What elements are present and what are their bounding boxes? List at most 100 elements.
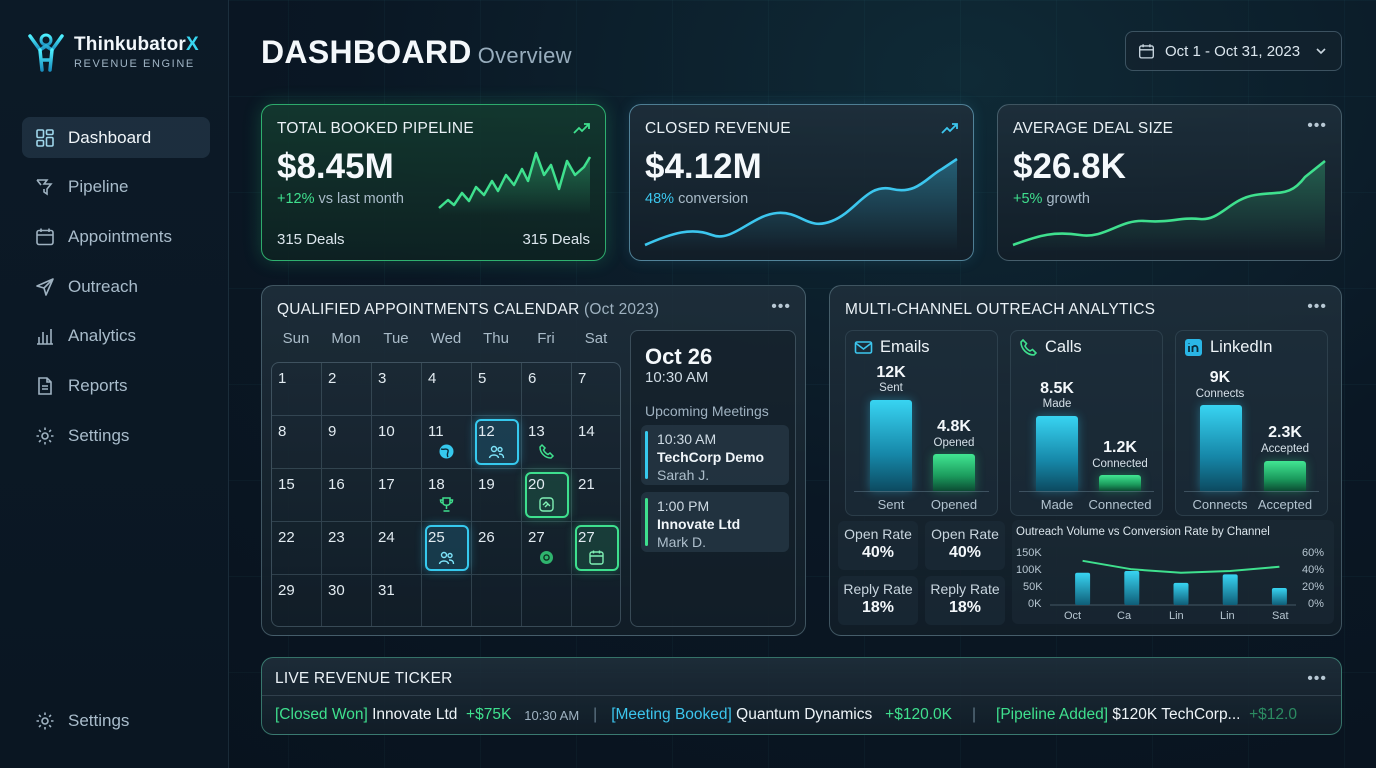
sidebar-item-settings-bottom[interactable]: Settings	[22, 700, 210, 741]
more-menu-icon[interactable]: •••	[1307, 670, 1327, 687]
volume-bar	[1075, 572, 1091, 605]
calendar-day[interactable]: 24	[372, 522, 422, 575]
linkedin-icon	[1185, 339, 1202, 356]
ticker-row: [Closed Won] Innovate Ltd +$75K 10:30 AM…	[275, 706, 1297, 724]
ticker-separator: |	[971, 706, 977, 723]
calendar-day-appointment[interactable]: 27	[572, 522, 620, 575]
day-of-week: Mon	[331, 330, 361, 347]
y2-tick-label: 0%	[1308, 598, 1324, 610]
calendar-day[interactable]: 14	[572, 416, 620, 469]
day-of-week: Wed	[430, 330, 462, 347]
calendar-day[interactable]: 23	[322, 522, 372, 575]
calendar-icon	[1139, 43, 1154, 59]
calendar-day-empty	[422, 575, 472, 626]
sidebar-item-appointments[interactable]: Appointments	[22, 216, 210, 257]
gear-icon	[36, 712, 54, 729]
kpi-card-pipeline[interactable]: TOTAL BOOKED PIPELINE $8.45M +12% vs las…	[261, 104, 606, 261]
kpi-card-deal-size[interactable]: AVERAGE DEAL SIZE ••• $26.8K +5% growth	[997, 104, 1342, 261]
kpi-value: $26.8K	[1013, 147, 1126, 186]
sparkline-pipeline	[438, 151, 592, 215]
calendar-day[interactable]: 3	[372, 363, 422, 416]
send-icon	[36, 277, 54, 296]
sidebar-item-label: Outreach	[68, 276, 138, 296]
rate-tile: Reply Rate 18%	[925, 576, 1005, 625]
page-subtitle: Overview	[477, 43, 572, 68]
sidebar-item-outreach[interactable]: Outreach	[22, 266, 210, 307]
meeting-time: 10:30 AM	[657, 431, 717, 447]
calendar-day[interactable]: 11	[422, 416, 472, 469]
calendar-day[interactable]: 19	[472, 469, 522, 522]
calendar-day[interactable]: 8	[272, 416, 322, 469]
calendar-day-appointment[interactable]: 12	[472, 416, 522, 469]
ticker-item[interactable]: [Pipeline Added] $120K TechCorp... +$12.…	[996, 706, 1297, 723]
calendar-day-empty	[522, 575, 572, 626]
day-of-week: Sat	[584, 330, 608, 347]
brand-subtitle: REVENUE ENGINE	[74, 58, 195, 70]
kpi-card-revenue[interactable]: CLOSED REVENUE $4.12M 48% conversion	[629, 104, 974, 261]
channel-x-label: Made	[1040, 497, 1074, 512]
sidebar-item-dashboard[interactable]: Dashboard	[22, 117, 210, 158]
sidebar-item-label: Pipeline	[68, 177, 129, 197]
date-range-picker[interactable]: Oct 1 - Oct 31, 2023	[1125, 31, 1342, 71]
channel-name: Emails	[854, 338, 930, 357]
people-icon	[438, 551, 455, 565]
channel-card-linkedin[interactable]: LinkedIn 9K Connects 2.3K Accepted Conne…	[1175, 330, 1328, 516]
handshake-icon	[539, 497, 554, 512]
channel-value-2: 2.3K	[1268, 424, 1302, 441]
meeting-item[interactable]: 10:30 AM TechCorp Demo Sarah J.	[641, 425, 789, 485]
channel-card-calls[interactable]: Calls 8.5K Made 1.2K Connected Made Conn…	[1010, 330, 1163, 516]
channel-card-emails[interactable]: Emails 12K Sent 4.8K Opened Sent Opened	[845, 330, 998, 516]
volume-bar	[1173, 582, 1189, 605]
calendar-day-appointment[interactable]: 20	[522, 469, 572, 522]
calendar-day[interactable]: 10	[372, 416, 422, 469]
channel-name: LinkedIn	[1184, 338, 1272, 357]
ticker-item[interactable]: [Closed Won] Innovate Ltd +$75K 10:30 AM	[275, 706, 580, 723]
rate-tile: Reply Rate 18%	[838, 576, 918, 625]
more-menu-icon[interactable]: •••	[1307, 117, 1327, 134]
channel-name: Calls	[1019, 338, 1082, 357]
calendar-day[interactable]: 18	[422, 469, 472, 522]
sidebar-item-analytics[interactable]: Analytics	[22, 316, 210, 357]
ticker-item[interactable]: [Meeting Booked] Quantum Dynamics +$120.…	[611, 706, 952, 723]
calendar-day[interactable]: 22	[272, 522, 322, 575]
sidebar-item-reports[interactable]: Reports	[22, 365, 210, 406]
calendar-day[interactable]: 9	[322, 416, 372, 469]
calendar-day[interactable]: 17	[372, 469, 422, 522]
meeting-item[interactable]: 1:00 PM Innovate Ltd Mark D.	[641, 492, 789, 552]
channel-bar-2	[933, 454, 975, 491]
calendar-day[interactable]: 21	[572, 469, 620, 522]
bar-chart-icon	[37, 329, 53, 346]
calendar-day[interactable]: 2	[322, 363, 372, 416]
calendar-day[interactable]: 6	[522, 363, 572, 416]
calendar-day[interactable]: 31	[372, 575, 422, 626]
calendar-day[interactable]: 1	[272, 363, 322, 416]
more-menu-icon[interactable]: •••	[1307, 298, 1327, 315]
calendar-day[interactable]: 13	[522, 416, 572, 469]
calendar-day[interactable]: 4	[422, 363, 472, 416]
volume-bar	[1124, 571, 1140, 605]
kpi-delta: +5% growth	[1013, 191, 1090, 207]
calendar-day[interactable]: 5	[472, 363, 522, 416]
calendar-day[interactable]: 16	[322, 469, 372, 522]
brand[interactable]: ThinkubatorX REVENUE ENGINE	[26, 30, 199, 74]
calendar-day[interactable]: 15	[272, 469, 322, 522]
more-menu-icon[interactable]: •••	[771, 298, 791, 315]
y2-tick-label: 40%	[1302, 564, 1325, 576]
meeting-name: Innovate Ltd	[657, 516, 741, 532]
calendar-day[interactable]: 26	[472, 522, 522, 575]
day-of-week: Tue	[383, 330, 409, 347]
calendar-day[interactable]: 30	[322, 575, 372, 626]
calendar-day-empty	[472, 575, 522, 626]
calendar-day[interactable]: 7	[572, 363, 620, 416]
trend-up-icon	[941, 123, 958, 134]
selected-date: Oct 26	[645, 344, 713, 369]
calendar-table: 1 2 3 4 5 6 7 8 9 10 11 12 13 14 15 16 1…	[271, 362, 621, 627]
sidebar-item-settings[interactable]: Settings	[22, 415, 210, 456]
calendar-day[interactable]: 27	[522, 522, 572, 575]
dashboard-icon	[36, 128, 54, 147]
calendar-day[interactable]: 29	[272, 575, 322, 626]
calendar-day-appointment[interactable]: 25	[422, 522, 472, 575]
kpi-title: TOTAL BOOKED PIPELINE	[277, 120, 474, 137]
sidebar-item-pipeline[interactable]: Pipeline	[22, 167, 210, 208]
appointments-calendar-card: QUALIFIED APPOINTMENTS CALENDAR (Oct 202…	[261, 285, 806, 636]
